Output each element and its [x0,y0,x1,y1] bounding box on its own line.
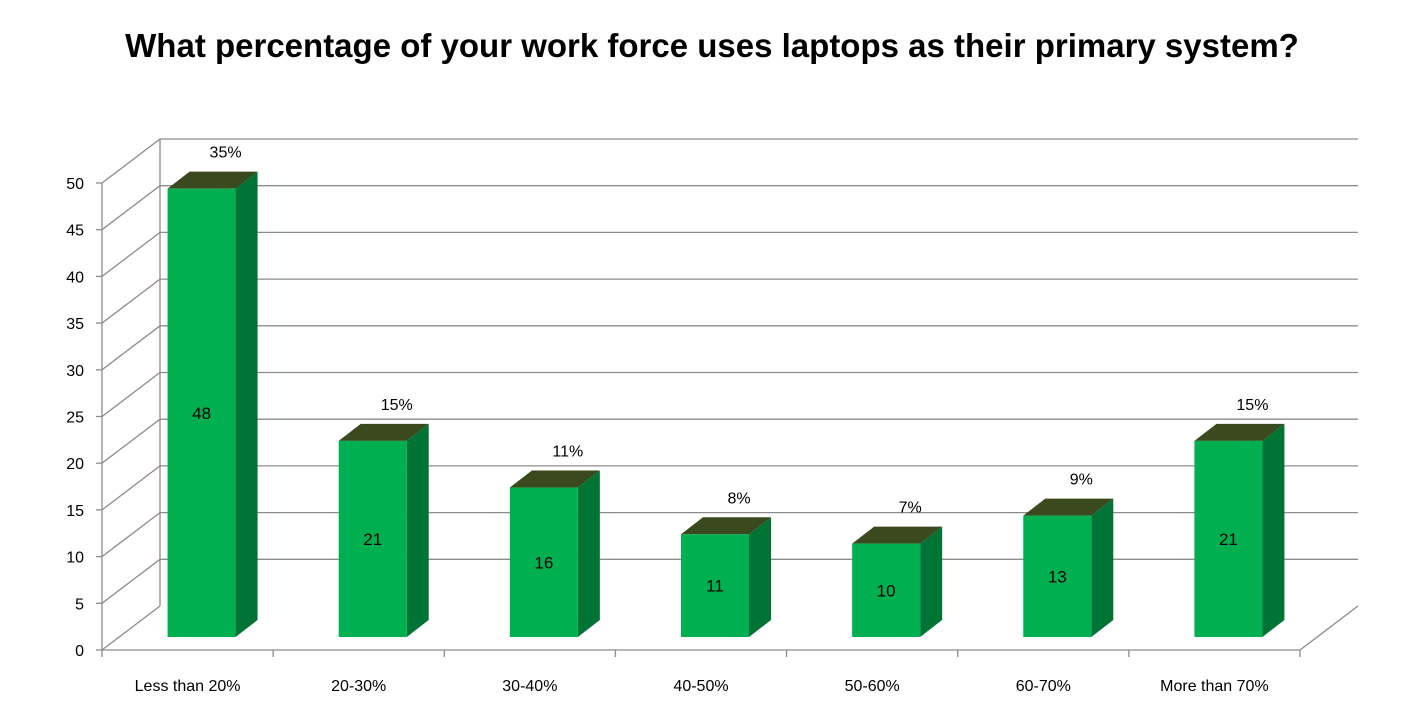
bar-percent-label: 9% [1070,472,1093,489]
y-tick-label: 25 [66,410,84,427]
bar-side [749,517,771,637]
x-category-label: More than 70% [1160,678,1269,695]
bar-top [681,517,771,535]
bar-percent-label: 15% [381,397,413,414]
bar [1194,440,1263,637]
gridline-side [101,558,161,604]
bar-value-label: 16 [534,553,553,572]
bar-side [920,526,943,637]
y-tick-label: 40 [66,269,84,286]
y-tick-label: 10 [66,550,84,567]
bar-value-label: 13 [1048,567,1067,586]
y-tick-label: 20 [66,456,84,473]
bar-top [338,423,429,441]
bar-top [852,526,943,544]
gridline-side [101,605,161,651]
bar-value-label: 11 [706,577,724,596]
x-category-label: 20-30% [331,678,386,695]
bar-side [577,470,600,637]
y-tick-label: 35 [66,316,84,333]
bar-top [1023,498,1114,516]
x-category-label: 30-40% [502,678,557,695]
bar-top [1194,423,1285,441]
bar [852,543,921,637]
y-tick-label: 50 [66,176,84,193]
bar-percent-label: 7% [899,500,922,517]
gridline-side [101,185,161,231]
gridline-side [101,512,161,558]
bar-value-label: 21 [363,530,382,549]
bar-side [235,171,258,637]
gridline-side [101,138,161,184]
gridline-side [101,231,161,277]
x-category-label: 60-70% [1016,678,1071,695]
x-category-label: Less than 20% [135,678,241,695]
gridline-side [101,278,161,324]
bar-percent-label: 11% [552,444,583,461]
bar-value-label: 10 [877,581,896,600]
x-category-label: 50-60% [845,678,900,695]
gridline-side [101,325,161,371]
bar-side [406,423,429,637]
bar [681,534,749,637]
bar-value-label: 21 [1219,530,1238,549]
bars [167,171,1285,637]
bar-side [1091,498,1114,637]
y-tick-label: 0 [75,643,84,660]
labels: 0 5 10 15 20 25 30 35 40 45 50 48 35% Less than 20% 21… [66,145,1268,695]
x-category-label: 40-50% [673,678,728,695]
bar-side [1262,423,1285,637]
y-tick-label: 5 [75,596,84,613]
bar-percent-label: 8% [727,490,750,507]
axes [96,139,1301,657]
chart-title: What percentage of your work force uses … [125,27,1299,64]
bar [338,440,407,637]
gridline-side [101,418,161,464]
bar-percent-label: 35% [210,145,242,162]
bar [167,188,236,637]
gridline-side [101,465,161,511]
bar-top [509,470,600,488]
gridline-side [101,371,161,418]
bar-percent-label: 15% [1236,397,1268,414]
bar-top [167,171,258,189]
bar-value-label: 48 [192,404,211,423]
bar [1023,515,1092,637]
y-tick-label: 45 [66,223,84,240]
bar [509,487,578,637]
y-tick-label: 15 [66,503,84,520]
y-tick-label: 30 [66,363,84,380]
